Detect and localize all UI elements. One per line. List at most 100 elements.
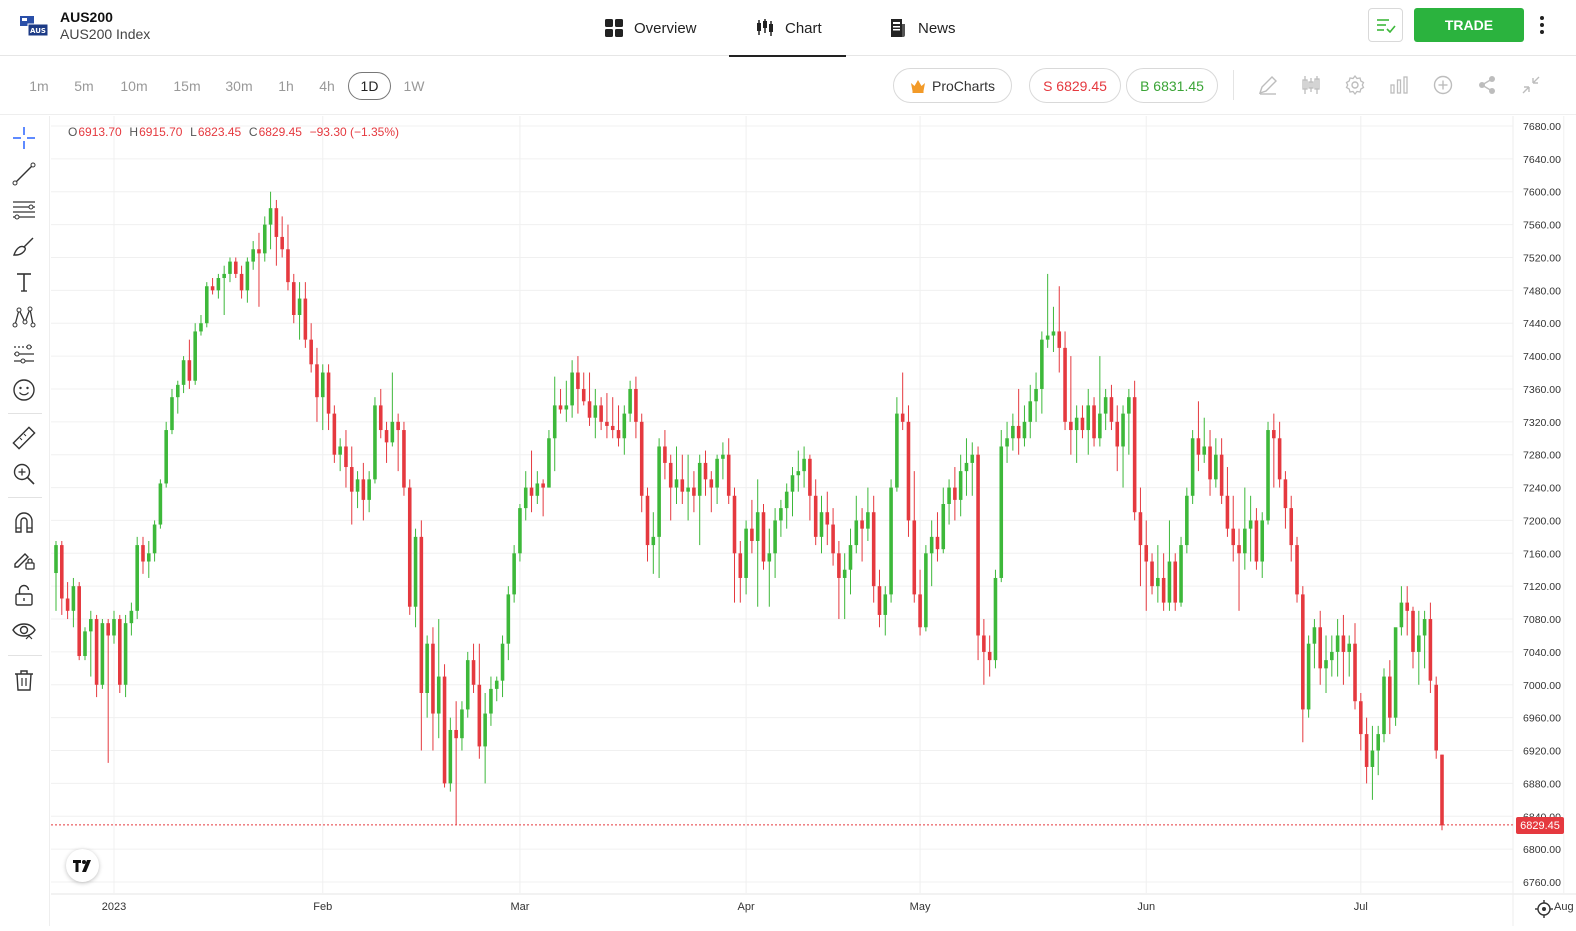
more-menu-button[interactable] — [1533, 10, 1551, 40]
fib-lines-icon[interactable] — [9, 195, 39, 225]
candle-body — [552, 405, 557, 439]
tab-chart[interactable]: Chart — [729, 0, 846, 57]
candle-body — [581, 388, 586, 402]
trade-button[interactable]: TRADE — [1414, 8, 1524, 42]
candle-body — [784, 491, 789, 509]
candle-body — [663, 446, 667, 463]
candle-body — [779, 508, 783, 521]
candle-body — [889, 487, 893, 595]
pencil-icon[interactable] — [1255, 72, 1281, 98]
candle-body — [1266, 430, 1270, 521]
candle-body — [1034, 388, 1038, 402]
settings-icon[interactable] — [1342, 72, 1368, 98]
y-tick-label: 6800.00 — [1523, 844, 1561, 856]
text-icon[interactable] — [9, 267, 39, 297]
tab-overview[interactable]: Overview — [604, 0, 697, 56]
plus-circle-icon[interactable] — [1430, 72, 1456, 98]
candle-body — [378, 405, 383, 431]
timeframe-1d[interactable]: 1D — [348, 72, 391, 100]
candle-body — [523, 487, 528, 509]
candle-body — [877, 586, 882, 615]
candle-body — [1138, 512, 1143, 546]
lock-drawing-icon[interactable] — [9, 544, 39, 574]
timeframe-1w[interactable]: 1W — [403, 78, 425, 94]
candle-body — [790, 475, 795, 492]
candle-body — [529, 487, 534, 496]
timeframe-1m[interactable]: 1m — [29, 78, 49, 94]
candle-body — [1022, 421, 1027, 439]
close-label: C — [248, 125, 258, 139]
candle-body — [344, 446, 348, 468]
trash-icon[interactable] — [9, 665, 39, 695]
bar-chart-icon[interactable] — [1386, 72, 1412, 98]
tradingview-icon — [72, 859, 91, 872]
zoom-in-icon[interactable] — [9, 459, 39, 489]
chart-area[interactable]: 7680.00 7640.00 7600.00 7560.00 7520.00 7480.… — [51, 116, 1576, 926]
candle-body — [361, 479, 366, 500]
tradingview-logo[interactable] — [66, 849, 99, 882]
candle-body — [610, 425, 615, 431]
collapse-icon[interactable] — [1518, 72, 1544, 98]
candle-body — [164, 430, 168, 484]
candle-body — [900, 413, 905, 422]
lock-icon[interactable] — [9, 580, 39, 610]
y-tick-label: 7240.00 — [1523, 483, 1561, 495]
candlestick-chart[interactable]: 7680.00 7640.00 7600.00 7560.00 7520.00 7480.… — [51, 116, 1576, 926]
timeframe-5m[interactable]: 5m — [74, 78, 94, 94]
candle-body — [906, 421, 911, 521]
procharts-button[interactable]: ProCharts — [893, 68, 1012, 103]
trend-line-icon[interactable] — [9, 159, 39, 189]
candle-body — [436, 676, 441, 714]
candle-body — [1388, 676, 1392, 718]
timeframe-10m[interactable]: 10m — [120, 78, 148, 94]
emoji-icon[interactable] — [9, 375, 39, 405]
candle-body — [1306, 643, 1311, 710]
eye-icon[interactable] — [9, 616, 39, 646]
candle-body — [1295, 545, 1299, 595]
magnet-icon[interactable] — [9, 508, 39, 538]
candle-body — [802, 458, 806, 472]
candle-body — [1301, 594, 1305, 710]
crown-icon — [910, 79, 925, 93]
candle-body — [1434, 684, 1438, 751]
candle-body — [193, 331, 197, 381]
y-tick-label: 7080.00 — [1523, 614, 1561, 626]
candles-icon[interactable] — [1298, 72, 1324, 98]
candle-body — [71, 586, 76, 611]
candle-body — [1098, 413, 1102, 439]
ohlc-legend: O6913.70 H6915.70 L6823.45 C6829.45 −93.… — [68, 125, 400, 139]
brush-icon[interactable] — [9, 231, 39, 261]
candle-body — [129, 610, 134, 624]
last-price-badge: 6829.45 — [1516, 817, 1564, 834]
candle-body — [605, 421, 609, 426]
candle-body — [100, 623, 105, 685]
share-icon[interactable] — [1474, 72, 1500, 98]
candle-body — [65, 598, 70, 611]
y-tick-label: 7520.00 — [1523, 252, 1561, 264]
timeframe-1h[interactable]: 1h — [278, 78, 294, 94]
tab-news[interactable]: News — [888, 0, 956, 56]
candle-body — [541, 483, 545, 488]
candle-body — [755, 512, 760, 541]
candle-body — [1185, 495, 1189, 546]
candle-body — [181, 360, 186, 385]
candle-body — [1231, 528, 1236, 546]
candle-body — [1150, 561, 1154, 587]
candle-body — [303, 298, 308, 340]
timeframe-4h[interactable]: 4h — [319, 78, 335, 94]
low-value: 6823.45 — [197, 125, 242, 139]
candle-body — [680, 479, 685, 492]
ruler-icon[interactable] — [9, 423, 39, 453]
x-tick-label: Aug — [1554, 901, 1574, 913]
buy-price-button[interactable]: B 6831.45 — [1126, 68, 1218, 103]
candle-body — [570, 372, 574, 406]
settings-target-button[interactable] — [1533, 898, 1555, 920]
forecast-icon[interactable] — [9, 339, 39, 369]
timeframe-30m[interactable]: 30m — [225, 78, 253, 94]
sell-price-button[interactable]: S 6829.45 — [1029, 68, 1121, 103]
timeframe-15m[interactable]: 15m — [173, 78, 201, 94]
watchlist-button[interactable] — [1368, 8, 1403, 42]
pattern-icon[interactable] — [9, 303, 39, 333]
x-tick-label: 2023 — [102, 901, 126, 913]
crosshair-icon[interactable] — [9, 123, 39, 153]
